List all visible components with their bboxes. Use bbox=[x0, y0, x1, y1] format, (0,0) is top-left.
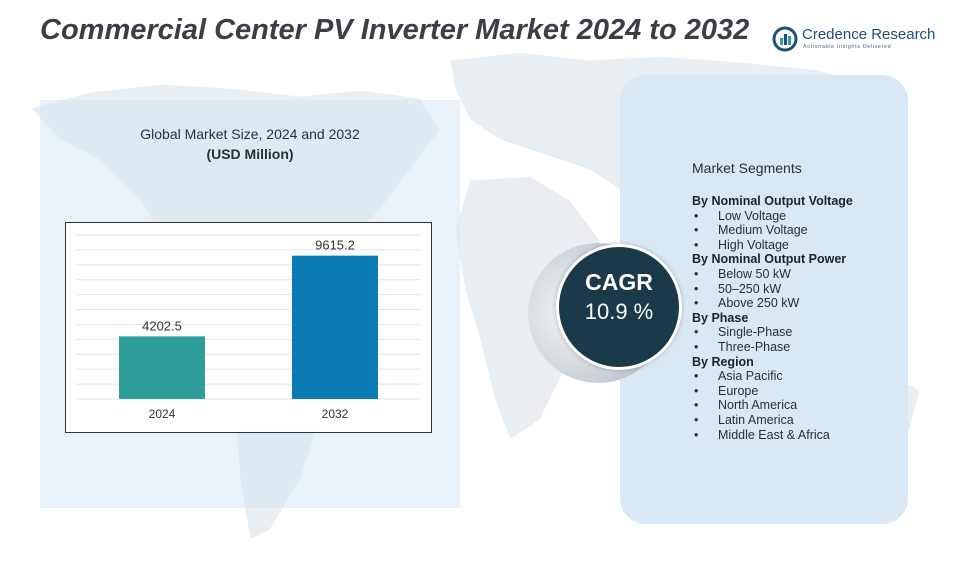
page-title: Commercial Center PV Inverter Market 202… bbox=[40, 14, 750, 46]
segment-item-label: Low Voltage bbox=[718, 208, 787, 223]
segment-item: • Low Voltage bbox=[692, 209, 902, 224]
bullet-icon: • bbox=[694, 412, 699, 427]
bullet-icon: • bbox=[694, 281, 699, 296]
segment-item-label: High Voltage bbox=[718, 237, 789, 252]
segment-item-label: Latin America bbox=[718, 412, 794, 427]
segment-item-label: Single-Phase bbox=[718, 325, 793, 340]
category-label: 2024 bbox=[149, 407, 176, 421]
segment-item: • Europe bbox=[692, 384, 902, 399]
bullet-icon: • bbox=[694, 296, 699, 311]
bullet-icon: • bbox=[694, 369, 699, 384]
segment-item-label: Above 250 kW bbox=[718, 296, 800, 311]
bullet-icon: • bbox=[694, 427, 699, 442]
segment-item: • Three-Phase bbox=[692, 340, 902, 355]
bar-chart-svg: 4202.5 2024 9615.2 2032 bbox=[76, 234, 421, 421]
segment-item: • Medium Voltage bbox=[692, 223, 902, 238]
segment-item: • Single-Phase bbox=[692, 325, 902, 340]
chart-subtitle: (USD Million) bbox=[206, 146, 294, 162]
segment-item: • Above 250 kW bbox=[692, 296, 902, 311]
bar-2032 bbox=[292, 255, 378, 399]
bullet-icon: • bbox=[694, 223, 699, 238]
segment-item-label: 50–250 kW bbox=[718, 281, 782, 296]
segment-item: • Below 50 kW bbox=[692, 267, 902, 282]
cagr-label: CAGR bbox=[585, 269, 653, 295]
category-label: 2032 bbox=[322, 407, 349, 421]
market-size-panel: Global Market Size, 2024 and 2032 (USD M… bbox=[40, 100, 460, 508]
segment-item: • North America bbox=[692, 398, 902, 413]
segment-item-label: Middle East & Africa bbox=[718, 427, 830, 442]
bullet-icon: • bbox=[694, 266, 699, 281]
bullet-icon: • bbox=[694, 339, 699, 354]
segment-group-title: By Phase bbox=[692, 310, 749, 325]
bar-value-label: 4202.5 bbox=[142, 318, 182, 333]
segment-item: • High Voltage bbox=[692, 238, 902, 253]
segment-item-label: Asia Pacific bbox=[718, 369, 783, 384]
segment-item: • Middle East & Africa bbox=[692, 428, 902, 443]
cagr-value: 10.9 % bbox=[584, 299, 654, 324]
segment-item: • 50–250 kW bbox=[692, 282, 902, 297]
segment-item-label: Three-Phase bbox=[718, 339, 791, 354]
bar-value-label: 9615.2 bbox=[315, 238, 355, 253]
credence-research-logo: Credence Research Actionable Insights De… bbox=[772, 24, 942, 54]
segments-list: By Nominal Output Voltage • Low Voltage • Me… bbox=[692, 194, 902, 442]
bullet-icon: • bbox=[694, 237, 699, 252]
segment-item-label: Below 50 kW bbox=[718, 266, 791, 281]
bullet-icon: • bbox=[694, 383, 699, 398]
bullet-icon: • bbox=[694, 398, 699, 413]
segment-group-title: By Nominal Output Power bbox=[692, 252, 847, 267]
chart-title: Global Market Size, 2024 and 2032 bbox=[140, 126, 360, 142]
bullet-icon: • bbox=[694, 325, 699, 340]
bar-chart: 4202.5 2024 9615.2 2032 bbox=[65, 222, 432, 433]
segments-heading: Market Segments bbox=[692, 160, 802, 176]
bullet-icon: • bbox=[694, 208, 699, 223]
cagr-badge: CAGR 10.9 % bbox=[556, 244, 682, 370]
segment-item-label: Europe bbox=[718, 383, 759, 398]
logo-mark-icon bbox=[772, 26, 798, 52]
segment-item-label: North America bbox=[718, 398, 798, 413]
bar-2024 bbox=[119, 336, 205, 399]
logo-tagline: Actionable Insights Delivered bbox=[803, 44, 892, 50]
segment-item: • Asia Pacific bbox=[692, 369, 902, 384]
logo-name: Credence Research bbox=[802, 26, 936, 43]
segment-item: • Latin America bbox=[692, 413, 902, 428]
segment-item-label: Medium Voltage bbox=[718, 223, 808, 238]
segment-group-title: By Region bbox=[692, 354, 754, 369]
segment-group-title: By Nominal Output Voltage bbox=[692, 194, 853, 208]
